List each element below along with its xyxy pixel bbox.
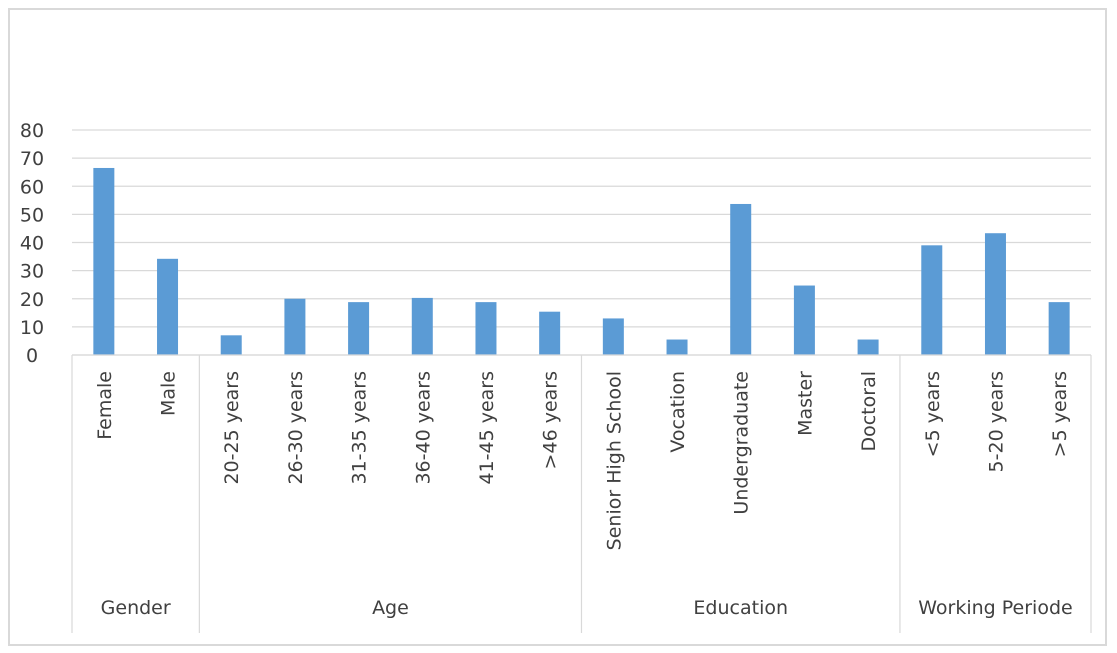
category-label-male: Male — [158, 371, 180, 416]
category-label--5-years: <5 years — [922, 371, 944, 457]
bar--5-years — [921, 245, 943, 355]
category-axis — [71, 354, 1092, 633]
category-label-20-25-years: 20-25 years — [221, 371, 243, 485]
y-tick-label-20: 20 — [20, 289, 44, 311]
category-label-41-45-years: 41-45 years — [476, 371, 498, 485]
bar-undergraduate — [730, 203, 752, 355]
category-label-female: Female — [94, 371, 116, 440]
y-tick-label-10: 10 — [20, 317, 44, 339]
category-label-vocation: Vocation — [667, 371, 689, 453]
category-label-31-35-years: 31-35 years — [349, 371, 371, 485]
category-labels: Female Male 20-25 years 26-30 years 31-35 ye… — [94, 371, 1071, 551]
category-label-36-40-years: 36-40 years — [412, 371, 434, 485]
category-label-26-30-years: 26-30 years — [285, 371, 307, 485]
group-label-working-periode: Working Periode — [918, 597, 1072, 619]
category-label-doctoral: Doctoral — [858, 371, 880, 452]
bar-doctoral — [857, 339, 879, 355]
category-label-master: Master — [794, 371, 816, 436]
bar-26-30-years — [284, 298, 306, 355]
y-tick-label-0: 0 — [26, 345, 38, 367]
category-label-undergraduate: Undergraduate — [731, 371, 753, 515]
group-label-gender: Gender — [101, 597, 171, 619]
bar-5-20-years — [984, 233, 1006, 355]
y-tick-label-80: 80 — [20, 120, 44, 142]
group-label-age: Age — [372, 597, 409, 619]
group-label-education: Education — [693, 597, 788, 619]
bar-male — [157, 258, 179, 355]
bar--46-years — [539, 311, 561, 355]
bar-31-35-years — [348, 302, 370, 355]
y-tick-label-30: 30 — [20, 261, 44, 283]
category-label-senior-high-school: Senior High School — [603, 371, 625, 550]
y-tick-label-60: 60 — [20, 176, 44, 198]
bar-senior-high-school — [602, 318, 624, 355]
y-axis-ticks: 0 10 20 30 40 50 60 70 80 — [20, 120, 44, 367]
category-label--5-years: >5 years — [1049, 371, 1071, 457]
y-tick-label-70: 70 — [20, 148, 44, 170]
bar-36-40-years — [411, 297, 433, 355]
bar-female — [93, 167, 115, 355]
category-label-5-20-years: 5-20 years — [985, 371, 1007, 472]
group-labels: Gender Age Education Working Periode — [101, 597, 1073, 619]
bar-20-25-years — [220, 335, 242, 355]
category-label--46-years: >46 years — [540, 371, 562, 469]
y-tick-label-40: 40 — [20, 233, 44, 255]
bar-master — [793, 285, 815, 355]
bar--5-years — [1048, 302, 1070, 355]
bar-41-45-years — [475, 302, 497, 355]
y-tick-label-50: 50 — [20, 204, 44, 226]
bar-vocation — [666, 339, 688, 355]
bars — [93, 167, 1070, 355]
